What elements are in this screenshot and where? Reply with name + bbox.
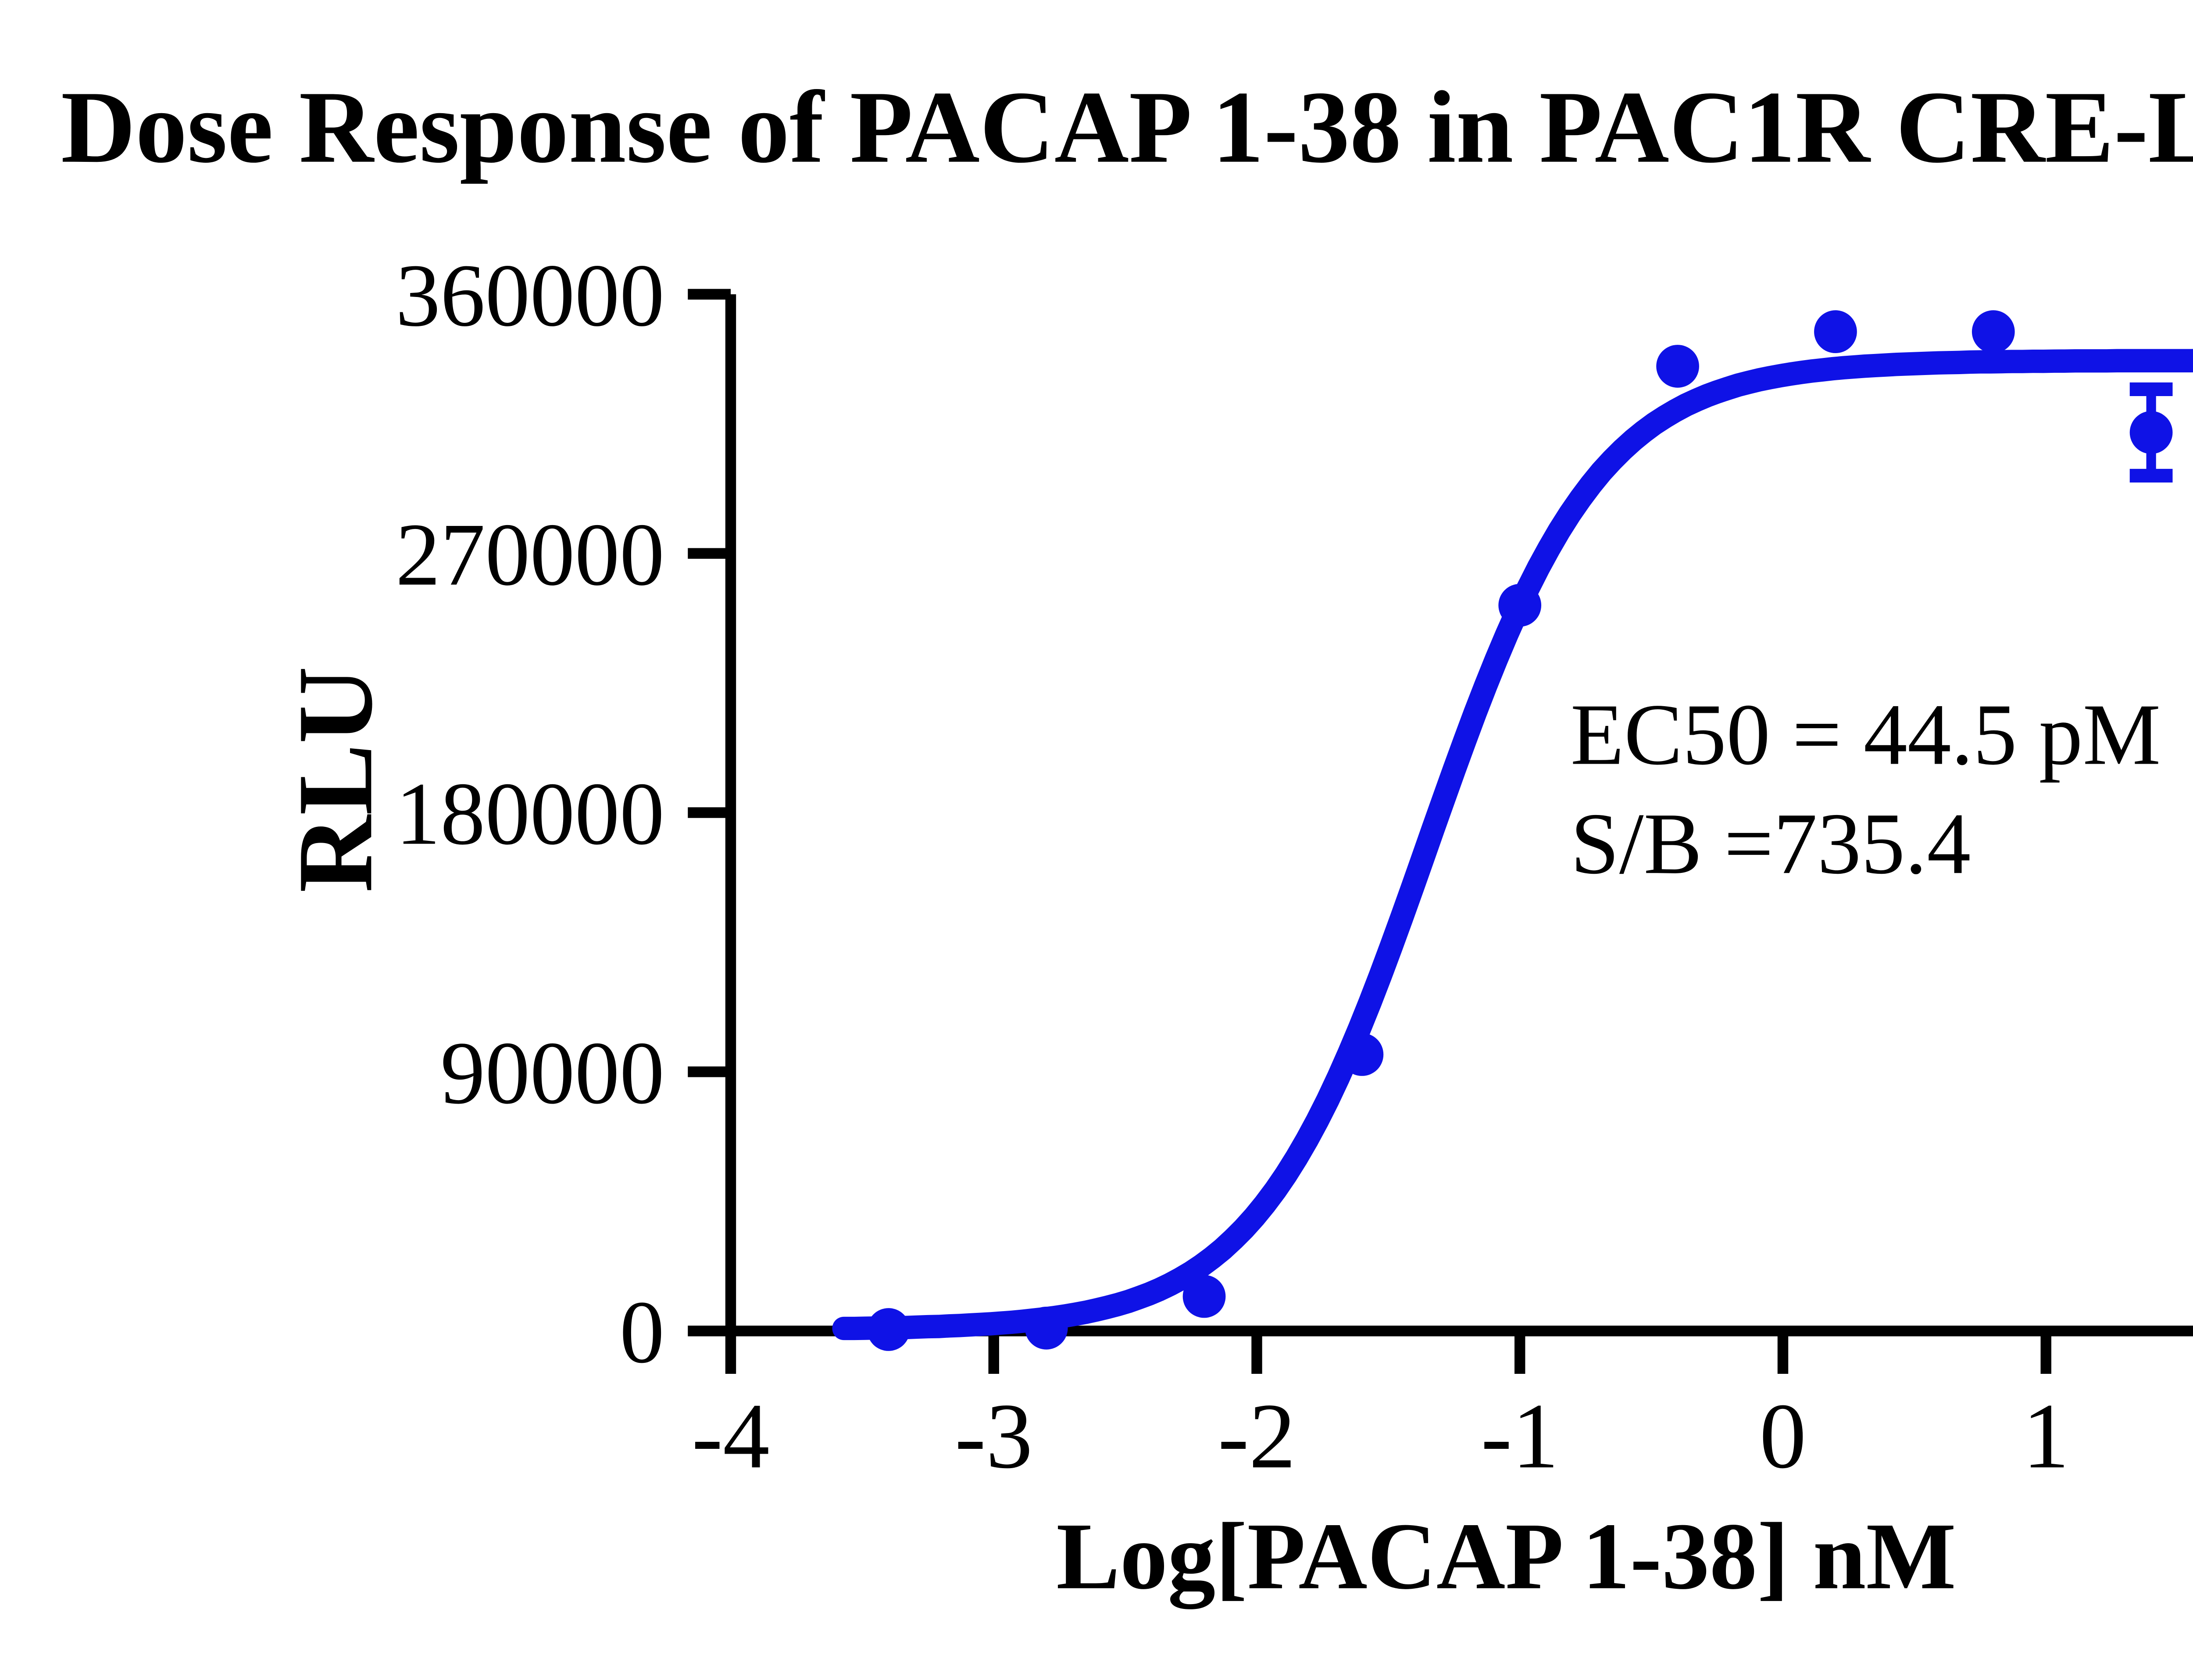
chart-title: Dose Response of PACAP 1-38 in PAC1R CRE… (61, 72, 2193, 186)
x-axis-label: Log[PACAP 1-38] nM (1056, 1502, 1956, 1610)
data-point (1972, 310, 2015, 354)
data-point (867, 1308, 910, 1351)
x-tick-label: -3 (955, 1384, 1033, 1488)
fit-annotation: EC50 = 44.5 pM S/B =735.4 (1571, 680, 2161, 898)
ec50-value: EC50 = 44.5 pM (1570, 686, 2161, 783)
data-point (1656, 345, 1699, 388)
data-point (1340, 1033, 1384, 1076)
data-point (1814, 310, 1857, 354)
y-tick-label: 90000 (440, 1024, 664, 1123)
y-tick-label: 180000 (396, 765, 664, 864)
x-tick-label: -2 (1218, 1384, 1296, 1488)
x-tick-label: -4 (692, 1384, 770, 1488)
y-tick-label: 0 (620, 1283, 664, 1382)
signal-to-background-value: S/B =735.4 (1570, 795, 1971, 893)
data-point (1025, 1306, 1068, 1350)
x-tick-label: -1 (1481, 1384, 1559, 1488)
data-point (1498, 584, 1542, 627)
x-tick-label: 1 (2022, 1384, 2069, 1488)
x-tick-label: 0 (1760, 1384, 1807, 1488)
data-point (2129, 411, 2173, 454)
y-tick-label: 360000 (396, 246, 664, 345)
y-tick-label: 270000 (396, 505, 664, 604)
fit-curve (832, 349, 2193, 1340)
data-point (1182, 1275, 1226, 1318)
